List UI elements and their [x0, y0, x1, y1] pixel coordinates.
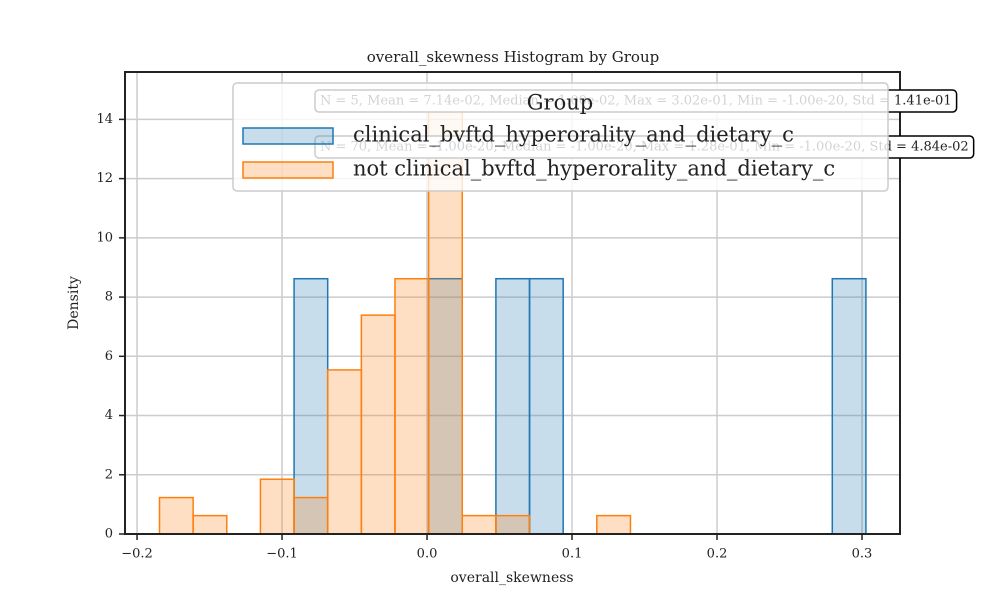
histogram-bar — [360, 314, 396, 535]
histogram-bar — [495, 277, 531, 535]
histogram-bar — [394, 277, 430, 535]
legend-label: not clinical_bvftd_hyperorality_and_diet… — [353, 157, 835, 181]
legend: Group clinical_bvftd_hyperorality_and_die… — [232, 82, 889, 192]
histogram-bar — [528, 277, 564, 535]
y-tick-label: 0 — [105, 527, 113, 542]
y-tick-label: 2 — [105, 467, 113, 482]
y-axis-label: Density — [66, 276, 82, 330]
x-tick-label: 0.2 — [707, 547, 728, 562]
histogram-bar — [259, 478, 295, 535]
x-tick-label: 0.0 — [417, 547, 438, 562]
y-tick-label: 12 — [96, 171, 113, 186]
y-tick-label: 6 — [105, 349, 113, 364]
legend-swatch — [242, 127, 334, 145]
y-tick-label: 8 — [105, 290, 113, 305]
x-tick-label: −0.2 — [121, 547, 153, 562]
histogram-bar — [427, 277, 464, 535]
histogram-bar — [326, 369, 363, 535]
histogram-bar — [293, 496, 329, 535]
chart-title: overall_skewness Histogram by Group — [367, 48, 659, 66]
histogram-bar — [293, 277, 329, 535]
histogram-bar — [495, 514, 531, 535]
histogram-bar — [831, 277, 867, 535]
x-axis-label: overall_skewness — [450, 570, 573, 586]
x-tick-label: 0.3 — [852, 547, 873, 562]
x-tick-label: 0.1 — [562, 547, 583, 562]
histogram-bar — [461, 514, 497, 535]
x-tick-label: −0.1 — [266, 547, 298, 562]
histogram-bar — [596, 514, 632, 535]
y-tick-label: 10 — [96, 230, 113, 245]
y-tick-label: 14 — [96, 112, 113, 127]
legend-title: Group — [527, 91, 593, 115]
legend-box — [232, 82, 889, 192]
histogram-bar — [192, 514, 228, 535]
axes-frame — [124, 71, 901, 535]
histogram-bar — [158, 496, 194, 535]
legend-label: clinical_bvftd_hyperorality_and_dietary_… — [353, 123, 794, 147]
legend-swatch — [242, 161, 334, 179]
y-tick-label: 4 — [105, 408, 113, 423]
